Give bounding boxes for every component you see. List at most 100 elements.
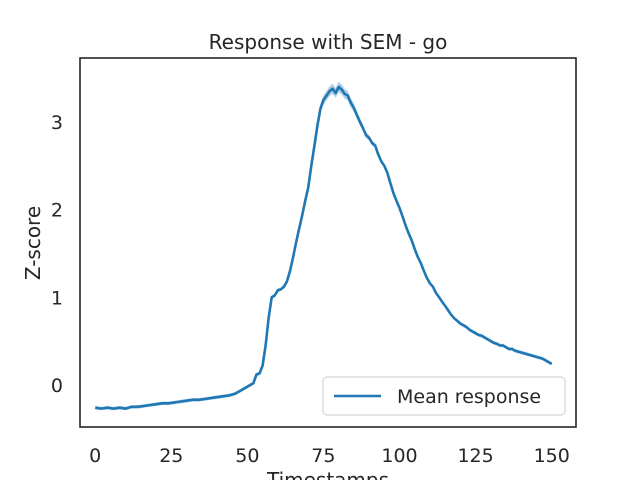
series-line-layer xyxy=(94,85,553,410)
data-point xyxy=(426,277,428,279)
x-tick-label: 150 xyxy=(534,445,570,467)
data-point xyxy=(408,233,410,235)
data-point xyxy=(438,297,440,299)
data-point xyxy=(496,343,498,345)
data-point xyxy=(387,172,389,174)
data-point xyxy=(463,325,465,327)
data-point xyxy=(533,355,535,357)
data-point xyxy=(228,395,230,397)
data-point xyxy=(423,270,425,272)
data-point xyxy=(548,361,550,363)
data-point xyxy=(131,406,133,408)
data-point xyxy=(527,354,529,356)
x-tick-label: 75 xyxy=(311,445,335,467)
data-point xyxy=(307,187,309,189)
chart-title: Response with SEM - go xyxy=(209,30,448,54)
data-point xyxy=(420,262,422,264)
data-point xyxy=(143,405,145,407)
data-point xyxy=(329,91,331,93)
data-point xyxy=(350,102,352,104)
data-point xyxy=(502,345,504,347)
data-point xyxy=(377,154,379,156)
data-point xyxy=(551,363,553,365)
data-point xyxy=(353,107,355,109)
data-point xyxy=(447,310,449,312)
x-tick-label: 25 xyxy=(159,445,183,467)
data-point xyxy=(514,350,516,352)
data-point xyxy=(368,137,370,139)
data-point xyxy=(402,216,404,218)
data-point xyxy=(216,396,218,398)
data-point xyxy=(262,365,264,367)
legend: Mean response xyxy=(322,376,566,416)
data-point xyxy=(265,345,267,347)
data-point xyxy=(94,407,96,409)
data-point xyxy=(280,289,282,291)
data-point xyxy=(277,290,279,292)
data-point xyxy=(174,402,176,404)
data-point xyxy=(301,215,303,217)
data-point xyxy=(119,407,121,409)
data-point xyxy=(113,408,115,410)
data-point xyxy=(405,225,407,227)
data-point xyxy=(524,353,526,355)
data-point xyxy=(414,248,416,250)
data-point xyxy=(341,89,343,91)
y-axis-ticks: 0 1 2 3 xyxy=(51,112,63,397)
data-point xyxy=(508,348,510,350)
data-point xyxy=(167,403,169,405)
y-tick-label: 1 xyxy=(51,287,63,309)
data-point xyxy=(298,228,300,230)
data-point xyxy=(210,397,212,399)
data-point xyxy=(511,348,513,350)
data-point xyxy=(137,406,139,408)
data-point xyxy=(107,407,109,409)
y-tick-label: 3 xyxy=(51,112,63,134)
data-point xyxy=(484,337,486,339)
data-point xyxy=(487,339,489,341)
legend-box xyxy=(322,376,566,416)
data-point xyxy=(454,318,456,320)
data-point xyxy=(338,86,340,88)
data-point xyxy=(204,398,206,400)
data-point xyxy=(356,114,358,116)
data-point xyxy=(256,374,258,376)
data-point xyxy=(161,403,163,405)
data-point xyxy=(289,270,291,272)
data-point xyxy=(192,399,194,401)
axes-frame xyxy=(79,57,577,428)
data-point xyxy=(359,121,361,123)
data-point xyxy=(493,342,495,344)
data-point xyxy=(304,200,306,202)
data-point xyxy=(469,329,471,331)
plot-area xyxy=(80,58,576,427)
data-point xyxy=(247,386,249,388)
data-point xyxy=(530,354,532,356)
legend-label-mean-response: Mean response xyxy=(397,386,541,408)
data-point xyxy=(393,192,395,194)
data-point xyxy=(381,161,383,163)
data-point xyxy=(432,286,434,288)
y-axis-label: Z-score xyxy=(21,206,45,280)
data-point xyxy=(481,335,483,337)
data-point xyxy=(268,317,270,319)
data-point xyxy=(274,295,276,297)
data-point xyxy=(450,314,452,316)
data-point xyxy=(384,165,386,167)
y-tick-label: 2 xyxy=(51,200,63,222)
data-point xyxy=(441,301,443,303)
data-point xyxy=(460,323,462,325)
data-point xyxy=(241,389,243,391)
data-point xyxy=(222,396,224,398)
series-line-mean-response xyxy=(95,85,553,410)
data-point xyxy=(472,331,474,333)
data-point xyxy=(311,165,313,167)
data-point xyxy=(332,88,334,90)
data-point xyxy=(399,207,401,209)
data-point xyxy=(253,382,255,384)
x-axis-ticks: 0 25 50 75 100 125 150 xyxy=(89,445,570,467)
data-point xyxy=(314,146,316,148)
data-point xyxy=(317,126,319,128)
data-point xyxy=(457,320,459,322)
